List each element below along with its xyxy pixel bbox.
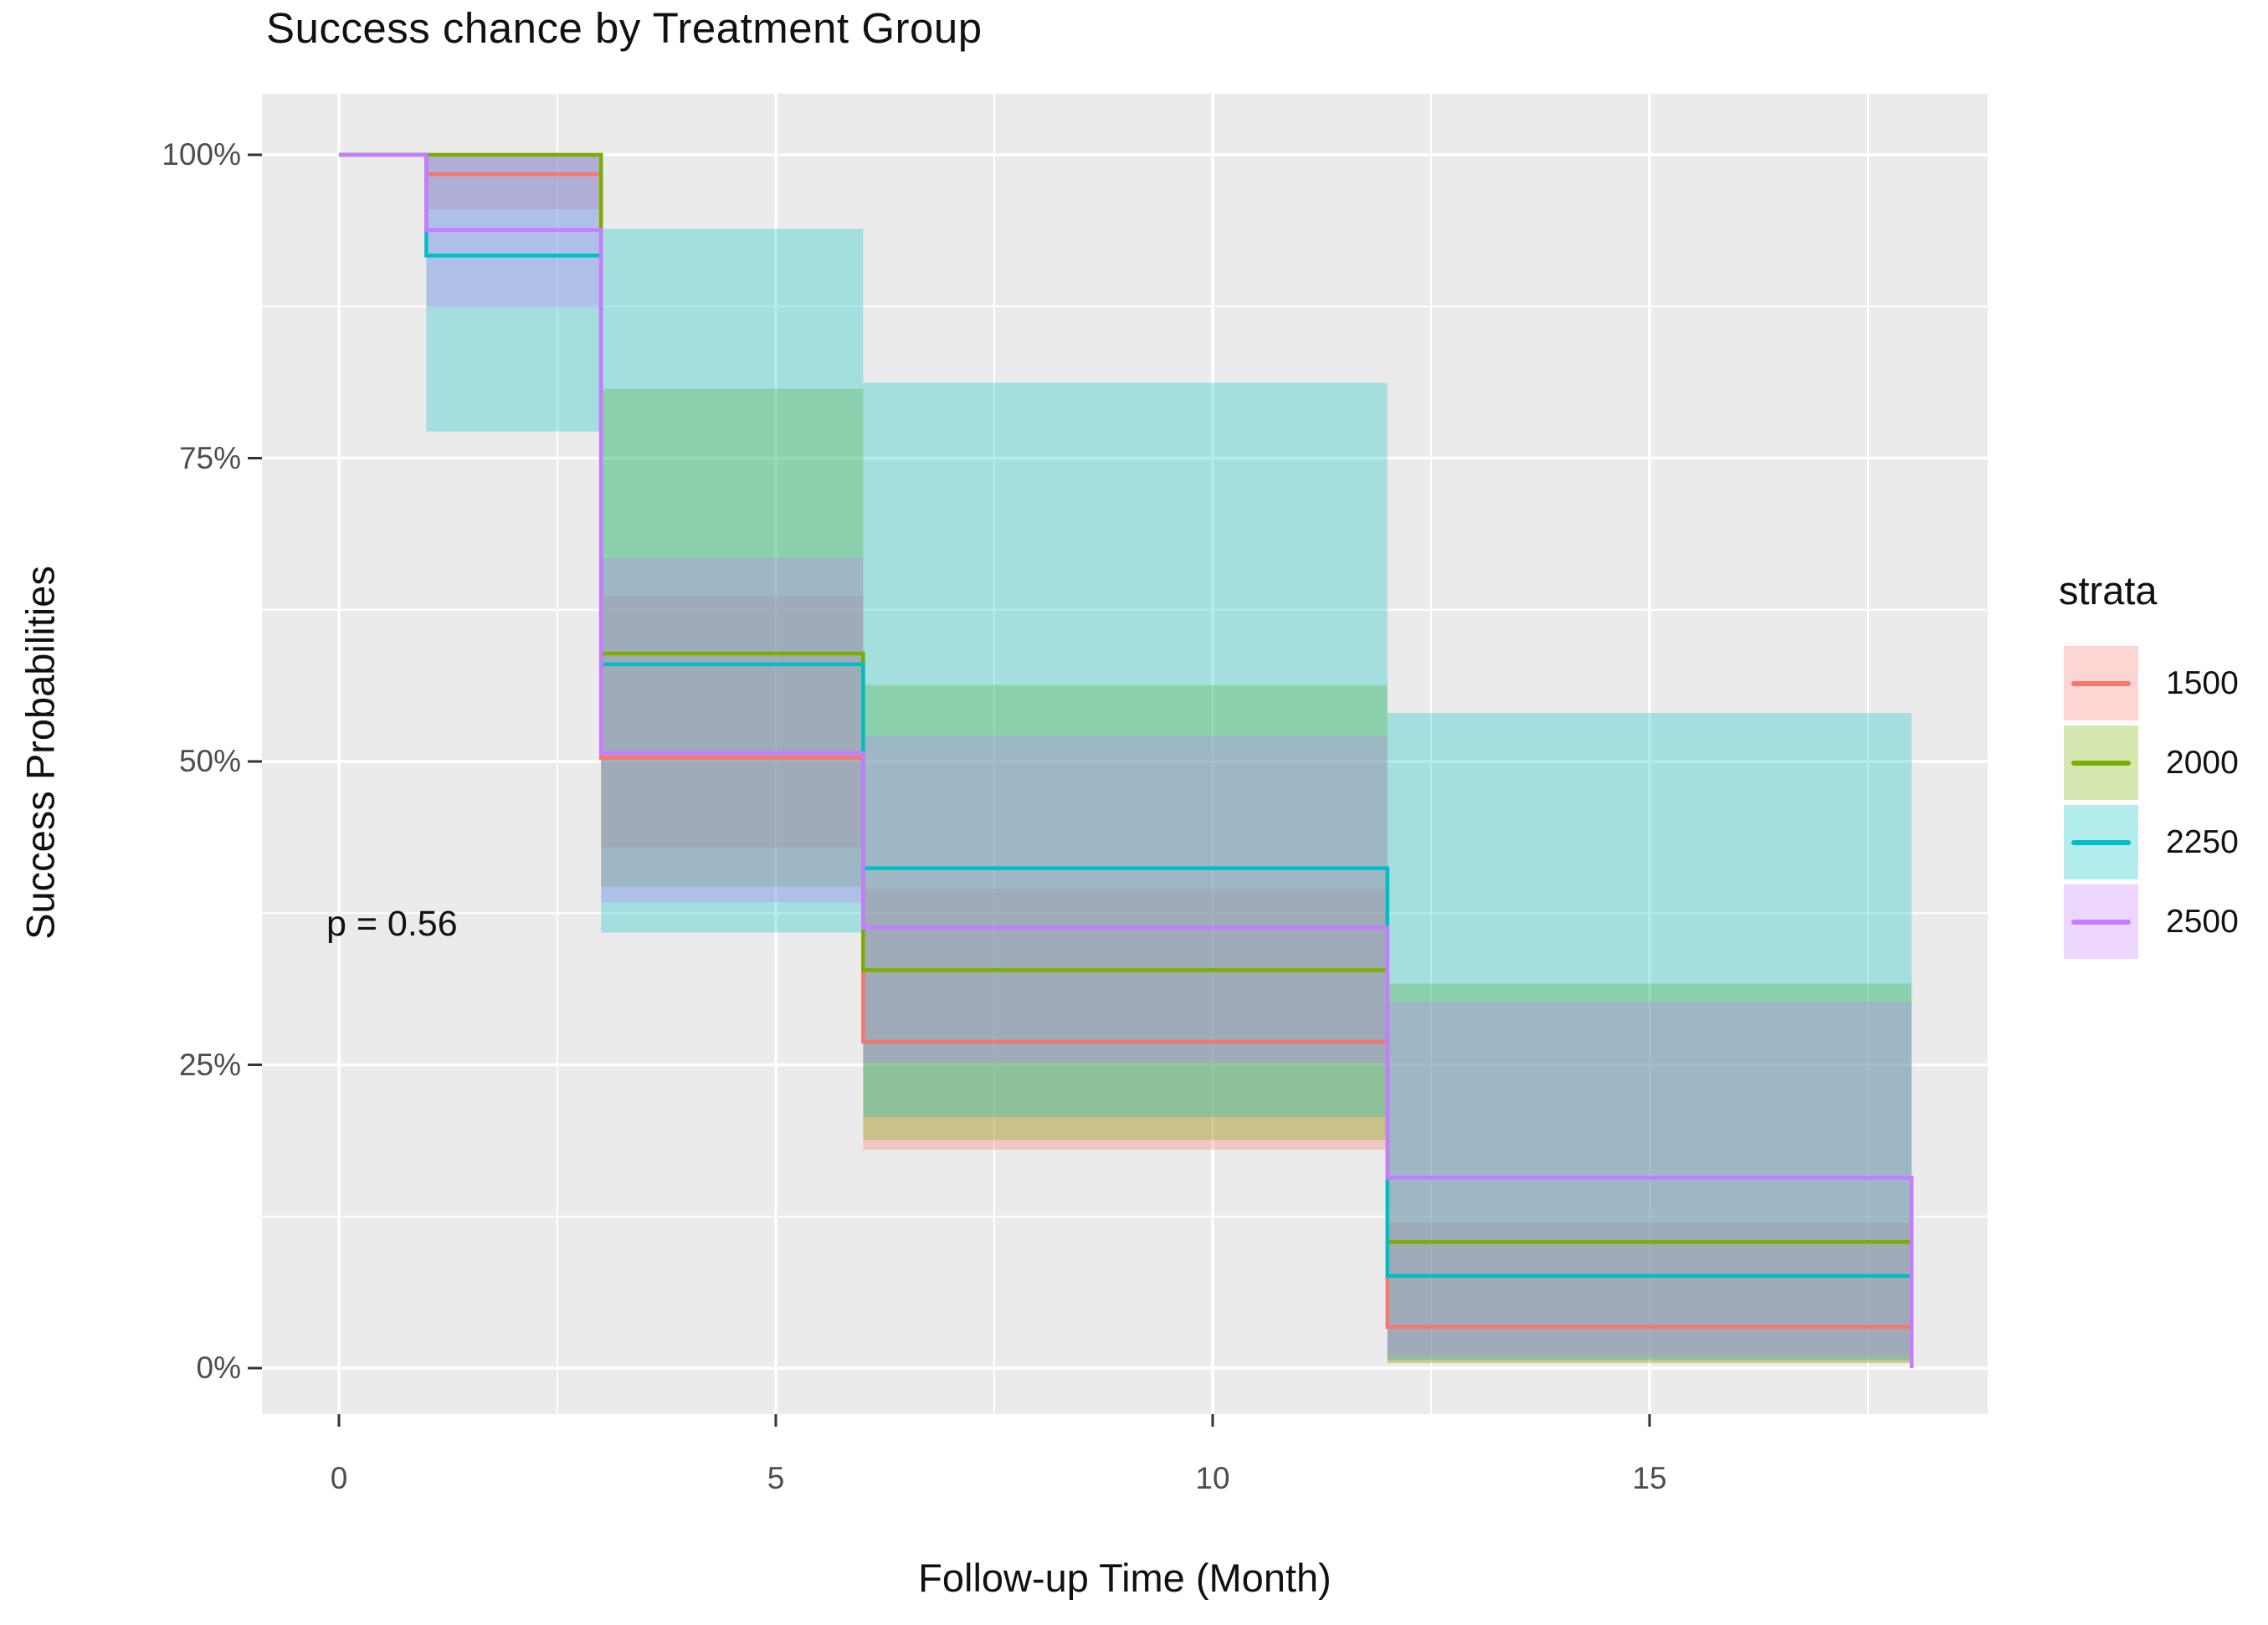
legend-label-2500: 2500 — [2166, 904, 2239, 940]
ci-ribbon-1500 — [426, 155, 602, 210]
ci-ribbon-1500 — [863, 889, 1388, 1150]
legend-key-1500 — [2064, 646, 2138, 720]
legend-key-2000 — [2064, 725, 2138, 800]
survival-step-curves — [339, 152, 1914, 1368]
ci-ribbon-2000 — [863, 684, 1388, 1141]
x-tick-label-15: 15 — [1632, 1461, 1667, 1495]
legend-key-2250 — [2064, 805, 2138, 879]
y-tick-label-100%: 100% — [162, 137, 241, 172]
ci-ribbon-2500 — [863, 736, 1388, 1063]
legend-label-2250: 2250 — [2166, 824, 2239, 860]
plot-panel — [262, 94, 1988, 1414]
y-axis-title: Success Probabilities — [18, 566, 63, 940]
legend-label-2000: 2000 — [2166, 745, 2239, 781]
panel-background — [262, 94, 1988, 1414]
ci-ribbon-2000 — [601, 388, 864, 887]
p-value-annotation: p = 0.56 — [326, 904, 458, 944]
y-tick-label-0%: 0% — [196, 1351, 241, 1385]
legend-key-2500 — [2064, 884, 2138, 959]
legend-key-line-2250 — [2071, 840, 2131, 845]
ci-ribbon-2000 — [1387, 983, 1912, 1364]
y-tick-label-25%: 25% — [178, 1047, 241, 1082]
x-tick-label-0: 0 — [330, 1461, 348, 1495]
ci-ribbon-1500 — [1387, 1223, 1912, 1362]
ci-ribbon-2500 — [601, 557, 864, 903]
minor-gridlines — [262, 94, 1988, 1414]
x-tick-label-10: 10 — [1195, 1461, 1230, 1495]
confidence-ribbons — [426, 155, 1912, 1364]
y-tick-label-75%: 75% — [178, 440, 241, 475]
y-tick-label-50%: 50% — [178, 744, 241, 778]
legend-title: strata — [2059, 568, 2158, 613]
ci-ribbon-2250 — [1387, 713, 1912, 1360]
x-axis-title: Follow-up Time (Month) — [918, 1556, 1332, 1600]
axis-tick-marks — [248, 153, 1651, 1427]
ci-ribbon-1500 — [601, 596, 864, 848]
legend-key-line-1500 — [2071, 681, 2131, 686]
ci-ribbon-2250 — [426, 155, 602, 432]
ci-ribbon-2250 — [601, 228, 864, 933]
survival-curve-2500 — [339, 152, 1914, 1368]
chart-title: Success chance by Treatment Group — [266, 4, 983, 52]
x-tick-label-5: 5 — [767, 1461, 785, 1495]
legend-key-line-2500 — [2071, 920, 2131, 925]
legend-label-1500: 1500 — [2166, 665, 2239, 701]
legend-key-line-2000 — [2071, 761, 2131, 766]
ci-ribbon-2250 — [863, 382, 1388, 1117]
